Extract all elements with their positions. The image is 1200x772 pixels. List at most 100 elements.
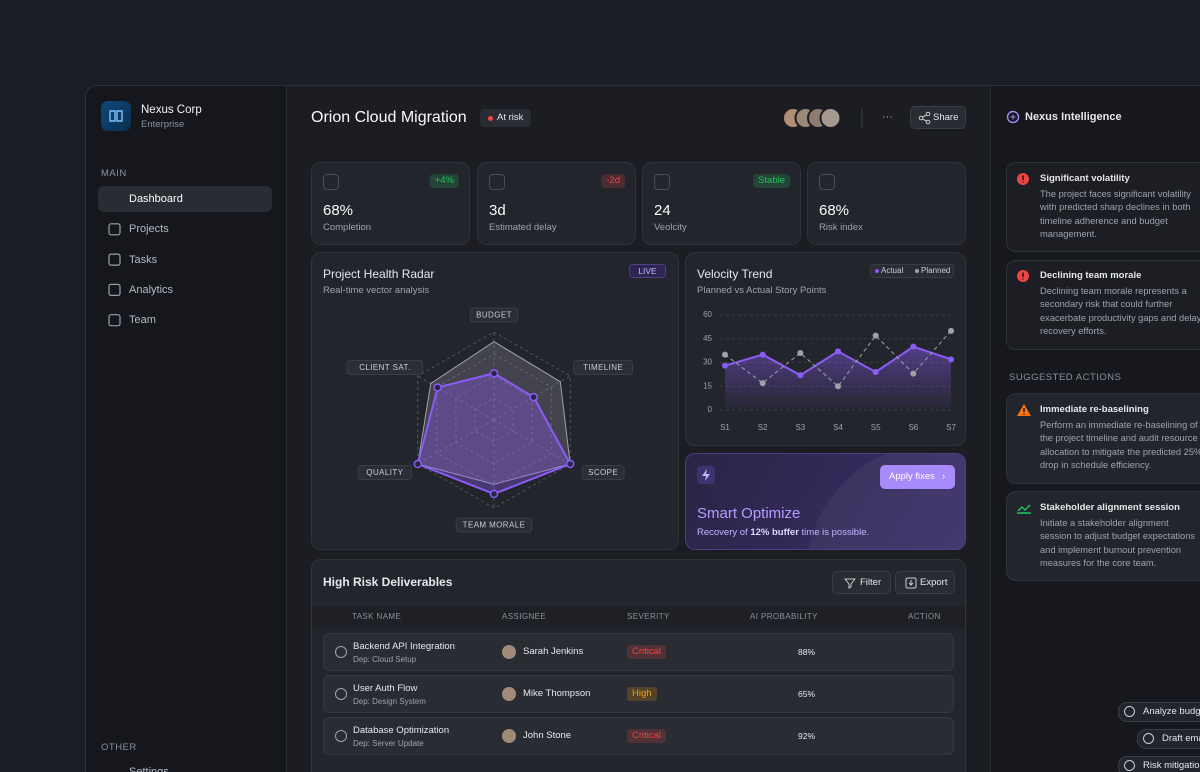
- assignee-avatar: [502, 687, 516, 701]
- row-checkbox[interactable]: [335, 688, 347, 700]
- chip[interactable]: Risk mitigation: [1118, 756, 1200, 772]
- legend-dot: [915, 269, 919, 273]
- legend-dot: [875, 269, 879, 273]
- axis-label-bg: [469, 307, 519, 323]
- insight-title: Declining team morale: [1040, 270, 1142, 281]
- radar-area: [417, 341, 571, 485]
- grid-ring: [417, 331, 571, 509]
- chart-subtitle: Real-time vector analysis: [323, 285, 430, 296]
- chip-icon: [1143, 733, 1154, 744]
- axis-label: CLIENT SAT.: [359, 363, 410, 372]
- table-row[interactable]: [323, 675, 954, 713]
- insight-title: Significant volatility: [1040, 173, 1130, 184]
- kpi-value: 24: [654, 202, 671, 219]
- grid-ring: [474, 397, 514, 443]
- chip[interactable]: Analyze budget: [1118, 702, 1200, 722]
- export-text: Export: [920, 577, 948, 588]
- live-badge: LIVE: [629, 264, 666, 278]
- export-icon: [905, 577, 917, 589]
- action-title: Stakeholder alignment session: [1040, 502, 1180, 513]
- share-icon: [918, 111, 931, 125]
- action-card: [1006, 491, 1200, 581]
- text: time is possible.: [798, 527, 870, 538]
- column-header: SEVERITY: [627, 612, 670, 621]
- y-tick-label: 15: [703, 381, 712, 390]
- legend-text: Planned: [921, 266, 951, 275]
- export-button[interactable]: Export: [895, 571, 955, 594]
- assignee-avatar: [502, 729, 516, 743]
- section-label: OTHER: [101, 742, 137, 753]
- radar-point: [489, 489, 499, 499]
- x-tick-label: S1: [720, 423, 730, 432]
- axis-label: BUDGET: [476, 311, 512, 320]
- severity-badge: Critical: [627, 645, 667, 659]
- action-card: [1006, 393, 1200, 484]
- legend-text: Actual: [881, 266, 904, 275]
- kpi-value: 3d: [489, 202, 506, 219]
- assignee-name: Mike Thompson: [523, 688, 591, 699]
- logo-icon: [109, 110, 123, 122]
- probability-label: 88%: [798, 647, 816, 657]
- axis-label-bg: [357, 465, 412, 480]
- insight-text: The project faces significant volatility…: [1040, 189, 1191, 239]
- y-tick-label: 45: [703, 334, 712, 343]
- severity-badge: High: [627, 687, 657, 701]
- table-header-bg: [312, 606, 965, 628]
- legend: [870, 264, 954, 278]
- trend-icon: [1017, 504, 1031, 514]
- table-row[interactable]: [323, 633, 954, 671]
- nav-icon: [108, 314, 121, 327]
- spoke: [493, 419, 571, 465]
- status-text: At risk: [497, 112, 524, 123]
- assignee-name: Sarah Jenkins: [523, 646, 584, 657]
- kpi-value: 68%: [323, 202, 354, 219]
- column-header: ASSIGNEE: [502, 612, 547, 621]
- apply-button[interactable]: Apply fixes ›: [880, 465, 955, 489]
- point: [910, 343, 917, 350]
- more-button[interactable]: ···: [882, 111, 893, 123]
- filter-text: Filter: [860, 577, 882, 588]
- probability-label: 92%: [798, 731, 816, 741]
- point: [835, 383, 842, 390]
- axis-label-bg: [573, 360, 634, 375]
- status-badge: At risk: [480, 109, 531, 127]
- bolt: [702, 469, 710, 481]
- axis-label: SCOPE: [588, 468, 618, 477]
- share-text: Share: [933, 112, 959, 123]
- row-checkbox[interactable]: [335, 730, 347, 742]
- page-title: Orion Cloud Migration: [311, 109, 467, 126]
- column-header: TASK NAME: [352, 612, 402, 621]
- row-checkbox[interactable]: [335, 646, 347, 658]
- assignee-name: John Stone: [523, 730, 572, 741]
- share-button[interactable]: Share: [910, 106, 966, 129]
- radar-point: [433, 383, 442, 392]
- point: [722, 351, 728, 358]
- optimize-text: Recovery of 12% buffer time is possible.: [697, 526, 869, 540]
- point: [759, 351, 766, 358]
- nav-item[interactable]: Analytics: [129, 283, 174, 296]
- nav-item[interactable]: Team: [129, 314, 156, 327]
- point: [722, 362, 728, 369]
- nav-item[interactable]: Projects: [129, 223, 169, 236]
- x-tick-label: S5: [871, 423, 881, 432]
- warning-icon: [1017, 404, 1031, 416]
- nav-item[interactable]: Tasks: [129, 253, 158, 266]
- insight-card: [1006, 162, 1200, 252]
- filter-button[interactable]: Filter: [832, 571, 891, 594]
- table-row[interactable]: [323, 717, 954, 755]
- nav-item[interactable]: Dashboard: [129, 193, 183, 205]
- action-text: Perform an immediate re-baselining of th…: [1040, 420, 1200, 470]
- insight-text: Declining team morale represents a secon…: [1040, 286, 1200, 336]
- axis-label: TEAM MORALE: [463, 521, 526, 530]
- kpi-icon: [489, 174, 505, 190]
- nav-item[interactable]: Settings: [129, 766, 169, 772]
- section-label: SUGGESTED ACTIONS: [1009, 372, 1122, 383]
- radar-point: [565, 459, 575, 469]
- chip[interactable]: Draft email: [1137, 729, 1200, 749]
- task-name: Backend API Integration: [353, 641, 455, 652]
- chart-title: Velocity Trend: [697, 267, 773, 281]
- x-tick-label: S2: [758, 423, 768, 432]
- point: [872, 332, 879, 339]
- plan: Enterprise: [141, 119, 185, 130]
